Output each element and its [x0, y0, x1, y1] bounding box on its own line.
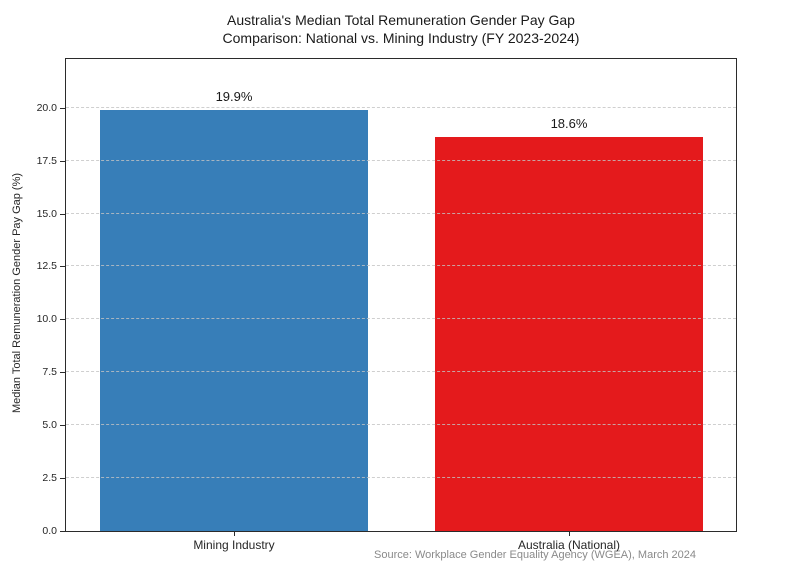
gridline-2.5: [66, 477, 736, 478]
y-tick-label: 0.0: [42, 525, 57, 537]
chart-title-block: Australia's Median Total Remuneration Ge…: [65, 11, 737, 47]
gridline-20.0: [66, 107, 736, 108]
y-tick-mark: [60, 319, 65, 320]
chart-title: Australia's Median Total Remuneration Ge…: [227, 12, 575, 28]
y-tick-mark: [60, 478, 65, 479]
y-tick-label: 17.5: [36, 155, 57, 167]
y-tick-label: 7.5: [42, 366, 57, 378]
gridline-15.0: [66, 213, 736, 214]
y-tick-mark: [60, 214, 65, 215]
y-tick-label: 15.0: [36, 208, 57, 220]
gridline-17.5: [66, 160, 736, 161]
bar-mining-industry: [100, 110, 368, 531]
bar-value-label: 18.6%: [550, 116, 588, 131]
gridline-12.5: [66, 265, 736, 266]
bar-australia-national-: [435, 137, 703, 531]
y-tick-mark: [60, 108, 65, 109]
gridline-5.0: [66, 424, 736, 425]
gridline-7.5: [66, 371, 736, 372]
y-tick-mark: [60, 425, 65, 426]
x-tick-label: Mining Industry: [193, 538, 275, 552]
y-tick-label: 2.5: [42, 472, 57, 484]
source-note: Source: Workplace Gender Equality Agency…: [374, 549, 696, 561]
y-tick-label: 5.0: [42, 419, 57, 431]
y-tick-mark: [60, 531, 65, 532]
y-tick-mark: [60, 266, 65, 267]
gridline-10.0: [66, 318, 736, 319]
y-tick-mark: [60, 161, 65, 162]
y-tick-mark: [60, 372, 65, 373]
chart-subtitle: Comparison: National vs. Mining Industry…: [222, 30, 580, 46]
y-tick-label: 12.5: [36, 260, 57, 272]
plot-area: 19.9% 18.6%: [65, 58, 737, 532]
y-tick-label: 20.0: [36, 102, 57, 114]
x-tick-mark: [234, 532, 235, 536]
y-axis-label: Median Total Remuneration Gender Pay Gap…: [11, 172, 23, 414]
x-tick-mark: [569, 532, 570, 536]
x-tick-label: Australia (National): [517, 538, 621, 552]
y-tick-label: 10.0: [36, 313, 57, 325]
bar-value-label: 19.9%: [215, 89, 253, 104]
